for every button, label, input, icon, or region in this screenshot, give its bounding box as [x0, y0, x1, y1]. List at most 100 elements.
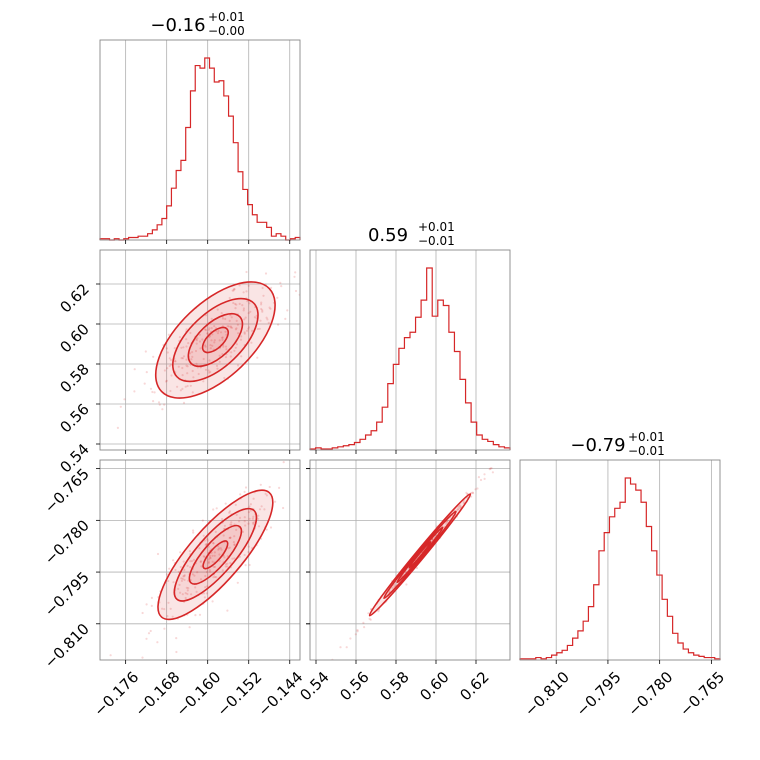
scatter-point	[244, 486, 248, 489]
scatter-point	[182, 575, 185, 578]
scatter-point	[231, 289, 234, 292]
scatter-point	[206, 585, 209, 588]
scatter-point	[168, 567, 171, 570]
scatter-point	[458, 504, 461, 508]
scatter-point	[229, 536, 232, 539]
scatter-point	[218, 360, 221, 363]
scatter-point	[243, 318, 246, 321]
scatter-point	[186, 365, 189, 368]
scatter-point	[166, 615, 169, 618]
scatter-point	[222, 345, 225, 348]
scatter-point	[247, 522, 250, 525]
scatter-point	[165, 379, 168, 382]
scatter-point	[210, 317, 213, 320]
scatter-point	[264, 492, 267, 495]
y-tick-label: −0.795	[41, 568, 93, 620]
scatter-point	[179, 389, 182, 392]
scatter-point	[513, 438, 515, 440]
scatter-point	[210, 339, 213, 342]
histogram-step	[309, 267, 511, 450]
scatter-point	[219, 331, 223, 334]
scatter-point	[234, 302, 237, 306]
scatter-point	[184, 596, 187, 600]
scatter-point	[277, 323, 280, 326]
y-tick-label: −0.780	[41, 516, 93, 568]
x-tick-label: 0.62	[456, 668, 492, 704]
scatter-point	[235, 513, 238, 517]
scatter-point	[284, 317, 287, 320]
scatter-point	[192, 376, 195, 379]
scatter-point	[265, 316, 268, 319]
scatter-point	[209, 570, 212, 573]
scatter-point	[231, 557, 234, 560]
scatter-point	[168, 357, 171, 360]
scatter-point	[232, 288, 236, 291]
scatter-point	[208, 327, 211, 330]
scatter-point	[206, 332, 209, 335]
scatter-point	[207, 560, 210, 564]
scatter-point	[184, 385, 187, 388]
scatter-point	[274, 500, 277, 503]
scatter-point	[243, 516, 246, 519]
scatter-point	[177, 570, 180, 574]
scatter-point	[166, 351, 169, 354]
scatter-point	[216, 367, 219, 370]
scatter-point	[405, 583, 408, 586]
x-tick-label: −0.152	[213, 668, 265, 720]
scatter-point	[294, 289, 298, 293]
scatter-point	[223, 524, 226, 527]
scatter-point	[205, 570, 208, 574]
panel-title-minus: −0.01	[418, 234, 455, 248]
scatter-point	[180, 577, 183, 580]
scatter-point	[207, 558, 211, 561]
scatter-point	[258, 508, 262, 511]
scatter-point	[145, 637, 148, 640]
scatter-point	[238, 284, 241, 287]
scatter-point	[247, 550, 250, 554]
scatter-point	[221, 569, 224, 572]
scatter-point	[243, 490, 246, 493]
scatter-point	[226, 325, 229, 328]
scatter-point	[243, 553, 246, 557]
scatter-point	[199, 347, 202, 350]
scatter-point	[186, 372, 189, 375]
scatter-point	[187, 342, 190, 345]
x-tick-label: −0.160	[172, 668, 224, 720]
scatter-point	[156, 552, 160, 556]
scatter-point	[252, 523, 255, 526]
scatter-point	[199, 578, 203, 581]
scatter-point	[211, 560, 214, 563]
scatter-point	[186, 589, 189, 592]
scatter-point	[242, 307, 245, 310]
scatter-point	[248, 505, 251, 508]
scatter-point	[192, 531, 195, 534]
scatter-point	[224, 565, 227, 568]
scatter-point	[198, 340, 202, 343]
scatter-layer	[109, 461, 285, 659]
scatter-point	[156, 641, 159, 644]
scatter-point	[369, 618, 372, 621]
scatter-point	[266, 318, 269, 321]
contour-level	[188, 524, 243, 585]
scatter-point	[456, 508, 459, 511]
scatter-point	[247, 545, 250, 548]
scatter-point	[181, 593, 184, 596]
x-tick-label: −0.168	[131, 668, 183, 720]
scatter-point	[265, 528, 268, 531]
scatter-point	[227, 325, 230, 328]
scatter-point	[294, 271, 297, 274]
scatter-point	[213, 325, 216, 328]
scatter-point	[234, 328, 237, 331]
scatter-point	[202, 555, 205, 558]
scatter-point	[221, 338, 224, 341]
scatter-point	[483, 477, 486, 480]
histogram-panel-0: −0.16 +0.01−0.00	[99, 10, 301, 244]
scatter-point	[490, 467, 493, 470]
scatter-panel-2-0	[96, 459, 301, 664]
scatter-point	[247, 510, 250, 514]
scatter-point	[471, 491, 474, 494]
scatter-point	[233, 288, 236, 291]
scatter-point	[152, 400, 155, 403]
scatter-point	[247, 284, 250, 287]
scatter-point	[293, 275, 296, 278]
